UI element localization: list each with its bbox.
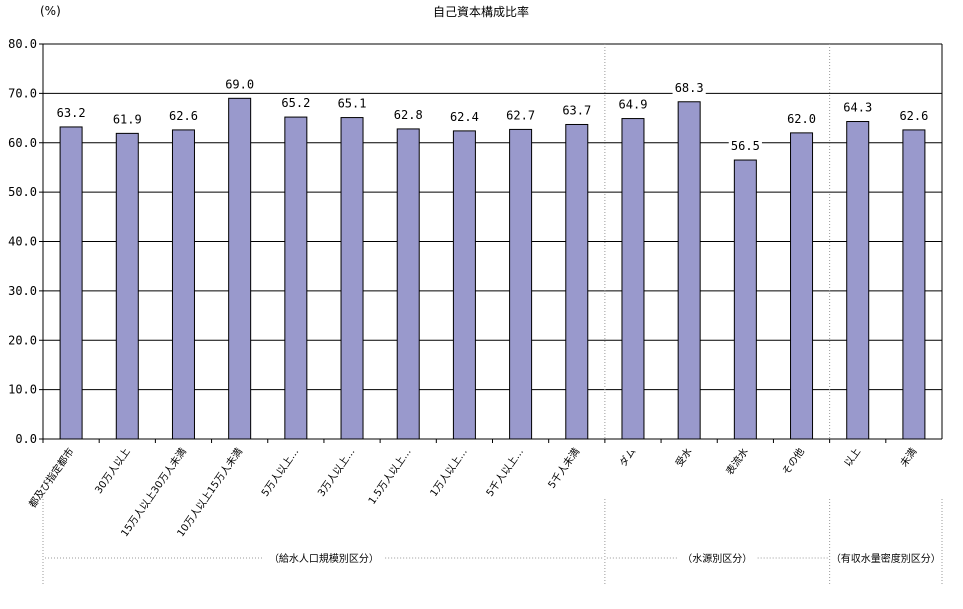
group-label: （水源別区分） (682, 552, 752, 565)
category-label: 5千人以上… (484, 446, 526, 499)
category-label: 5千人未満 (546, 446, 582, 491)
bar (396, 128, 420, 440)
data-label: 62.4 (450, 110, 479, 124)
category-label: 表流水 (723, 445, 751, 477)
bar (115, 132, 139, 440)
data-label-bg (503, 107, 538, 123)
data-label: 62.8 (394, 108, 423, 122)
bar (340, 117, 364, 440)
data-label: 63.2 (57, 106, 86, 120)
data-label-bg (728, 138, 762, 154)
data-label: 61.9 (113, 112, 142, 126)
category-label: 1.5万人以上… (366, 446, 414, 507)
category-label: 5万人以上… (259, 446, 301, 499)
y-tick-label: 20.0 (8, 333, 37, 347)
bar (171, 129, 195, 440)
data-label-bg (616, 96, 650, 112)
bar (790, 132, 814, 440)
y-tick-label: 10.0 (8, 383, 37, 397)
bar (228, 97, 252, 440)
y-tick-label: 60.0 (8, 136, 37, 150)
bar (621, 118, 645, 440)
bar (733, 159, 757, 440)
y-tick-label: 70.0 (8, 86, 37, 100)
data-label: 64.3 (843, 101, 872, 115)
data-label-bg (897, 107, 931, 123)
bar (509, 128, 533, 440)
data-label-bg (279, 95, 313, 111)
data-label: 56.5 (731, 139, 760, 153)
category-label: 30万人以上 (93, 446, 133, 496)
data-label-bg (784, 110, 819, 126)
data-label-bg (223, 76, 257, 92)
data-label-bg (841, 99, 875, 115)
category-label: 15万人以上30万人未満 (119, 446, 189, 539)
chart-title: 自己資本構成比率 (433, 4, 529, 19)
data-label: 62.7 (506, 108, 535, 122)
category-label: 10万人以上15万人未満 (175, 446, 245, 539)
category-label: 未満 (898, 446, 919, 469)
data-label-bg (447, 108, 482, 124)
data-label: 63.7 (562, 103, 591, 117)
group-label: （有収水量密度別区分） (831, 552, 941, 565)
category-label: 都及び指定都市 (26, 445, 77, 510)
bar (452, 130, 476, 440)
y-tick-label: 40.0 (8, 235, 37, 249)
data-label: 68.3 (675, 81, 704, 95)
data-label-bg (391, 106, 425, 122)
y-tick-label: 50.0 (8, 185, 37, 199)
data-label: 69.0 (225, 77, 254, 91)
bar (565, 123, 589, 440)
bar (59, 126, 83, 440)
category-label: 3万人以上… (315, 446, 357, 499)
group-label: （給水人口規模別区分） (269, 552, 379, 565)
category-label: 受水 (673, 446, 694, 469)
y-axis-unit: (%) (40, 4, 61, 18)
category-label: 以上 (842, 446, 863, 469)
data-label-bg (672, 79, 706, 95)
bar (677, 101, 701, 440)
data-label-bg (560, 102, 594, 118)
y-tick-label: 80.0 (8, 37, 37, 51)
category-label: ダム (616, 445, 638, 469)
data-label: 64.9 (619, 98, 648, 112)
data-label-bg (110, 111, 144, 127)
data-label: 62.0 (787, 112, 816, 126)
data-label: 65.2 (281, 96, 310, 110)
y-tick-label: 30.0 (8, 284, 37, 298)
bar (902, 129, 926, 440)
data-label: 62.6 (899, 109, 928, 123)
category-label: その他 (779, 445, 807, 477)
category-label: 1万人以上… (428, 446, 470, 499)
bar (846, 121, 870, 440)
data-label: 65.1 (338, 97, 367, 111)
bar (284, 116, 308, 440)
data-label-bg (166, 107, 201, 123)
data-label-bg (54, 104, 88, 120)
y-tick-label: 0.0 (15, 432, 37, 446)
data-label: 62.6 (169, 109, 198, 123)
data-label-bg (335, 95, 369, 111)
